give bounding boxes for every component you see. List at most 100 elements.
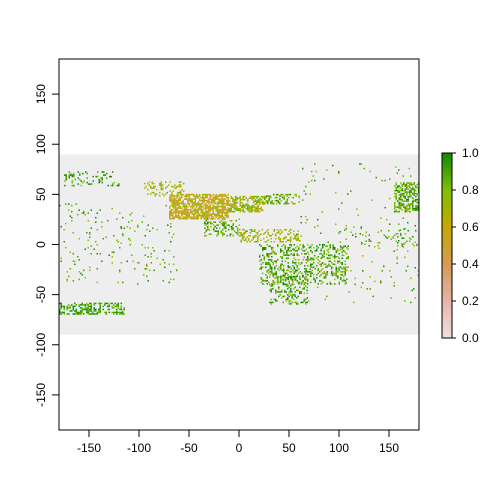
raster-cell [248,209,250,211]
raster-cell [292,262,294,264]
raster-cell [203,213,205,215]
raster-cell [169,207,171,209]
raster-cell [116,311,118,314]
raster-cell [290,291,292,293]
raster-cell [278,237,280,240]
raster-cell [207,221,209,223]
raster-cell [71,310,73,312]
raster-cell [257,201,259,204]
raster-cell [203,199,205,202]
raster-cell [230,207,232,210]
raster-cell [122,233,124,235]
raster-cell [193,213,195,215]
raster-cell [308,247,310,249]
raster-cell [205,196,207,199]
raster-cell [343,278,345,281]
raster-cell [298,195,300,197]
raster-cell [377,245,379,247]
raster-cell [242,210,244,213]
raster-cell [77,213,79,216]
raster-cell [260,201,262,204]
raster-cell [277,283,279,285]
raster-cell [286,269,288,272]
raster-cell [117,302,119,305]
raster-cell [68,177,70,179]
raster-cell [226,234,228,237]
x-tick-label: 100 [329,441,349,455]
raster-cell [95,175,97,178]
raster-cell [188,208,190,211]
raster-cell [406,204,408,207]
raster-cell [205,195,207,197]
raster-cell [398,206,400,208]
raster-cell [179,207,181,209]
raster-cell [204,227,206,229]
raster-cell [331,271,333,273]
raster-cell [230,203,232,205]
raster-cell [281,269,283,272]
raster-cell [290,236,292,238]
raster-cell [311,170,313,173]
raster-cell [193,195,195,197]
raster-cell [392,235,394,238]
raster-cell [323,263,325,266]
raster-cell [302,301,304,304]
raster-cell [120,313,122,315]
raster-cell [93,308,95,311]
raster-cell [118,184,120,187]
raster-cell [394,201,396,204]
raster-cell [248,206,250,208]
raster-cell [341,268,343,270]
raster-cell [169,198,171,200]
raster-cell [79,178,81,181]
raster-cell [187,201,189,203]
raster-cell [309,193,311,195]
raster-cell [269,266,271,269]
raster-cell [317,272,319,275]
raster-cell [326,283,328,285]
raster-cell [190,208,192,211]
raster-cell [111,302,113,305]
raster-cell [293,254,295,257]
raster-cell [238,224,240,226]
raster-cell [104,311,106,314]
raster-cell [328,263,330,266]
raster-cell [175,187,177,189]
raster-cell [182,202,184,205]
raster-cell [203,201,205,203]
raster-cell [406,206,408,208]
raster-cell [235,207,237,210]
raster-cell [313,247,315,249]
raster-cell [335,191,337,194]
raster-cell [205,228,207,231]
raster-cell [240,234,242,237]
raster-cell [202,205,204,208]
raster-cell [319,275,321,278]
raster-cell [181,213,183,215]
raster-cell [291,201,293,203]
raster-cell [184,210,186,212]
raster-cell [266,236,268,238]
raster-cell [154,194,156,197]
raster-cell [173,201,175,203]
raster-cell [316,265,318,267]
raster-cell [89,231,91,234]
raster-cell [266,263,268,266]
raster-cell [416,201,418,204]
raster-cell [202,195,204,197]
raster-cell [225,225,227,228]
raster-cell [254,236,256,238]
raster-cell [173,256,175,258]
raster-cell [364,243,366,245]
raster-cell [245,239,247,241]
raster-cell [314,278,316,281]
raster-cell [193,202,195,205]
raster-cell [113,181,115,184]
raster-cell [274,277,276,279]
raster-cell [266,253,268,255]
raster-cell [262,280,264,282]
raster-cell [313,259,315,261]
raster-cell [196,214,198,217]
raster-cell [176,199,178,202]
raster-cell [108,308,110,311]
